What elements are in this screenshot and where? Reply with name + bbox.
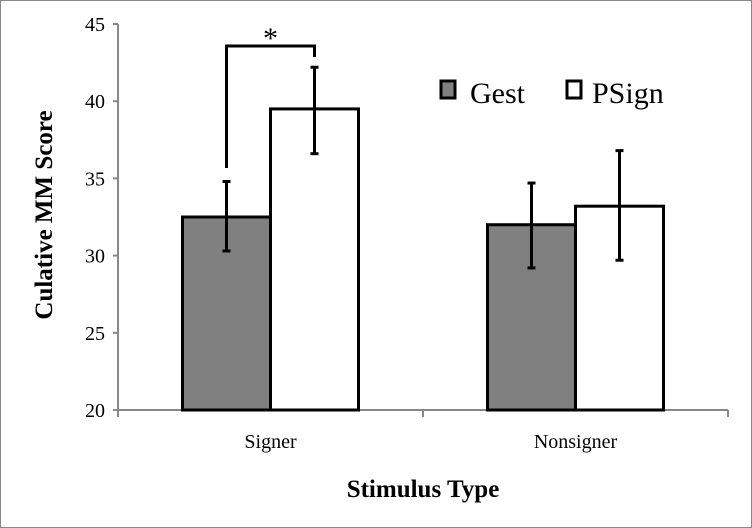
x-axis-label: Stimulus Type (347, 476, 500, 503)
legend-swatch-psign (565, 79, 583, 100)
legend-label-gest: Gest (470, 77, 526, 110)
y-tick-label: 40 (85, 91, 105, 113)
significance-bracket (225, 44, 316, 168)
legend-label-psign: PSign (592, 77, 664, 110)
y-tick-label: 25 (85, 323, 105, 345)
y-tick-label: 45 (85, 14, 105, 36)
x-tick-label: Nonsigner (534, 431, 618, 453)
legend-swatch-gest (439, 79, 457, 100)
x-tick-label: Signer (244, 431, 297, 453)
y-axis-label: Culative MM Score (31, 110, 58, 319)
y-tick-label: 30 (85, 246, 105, 268)
significance-star: * (263, 22, 278, 55)
bar-psign (269, 107, 360, 412)
y-tick-label: 35 (85, 168, 105, 190)
y-tick-label: 20 (85, 400, 105, 422)
